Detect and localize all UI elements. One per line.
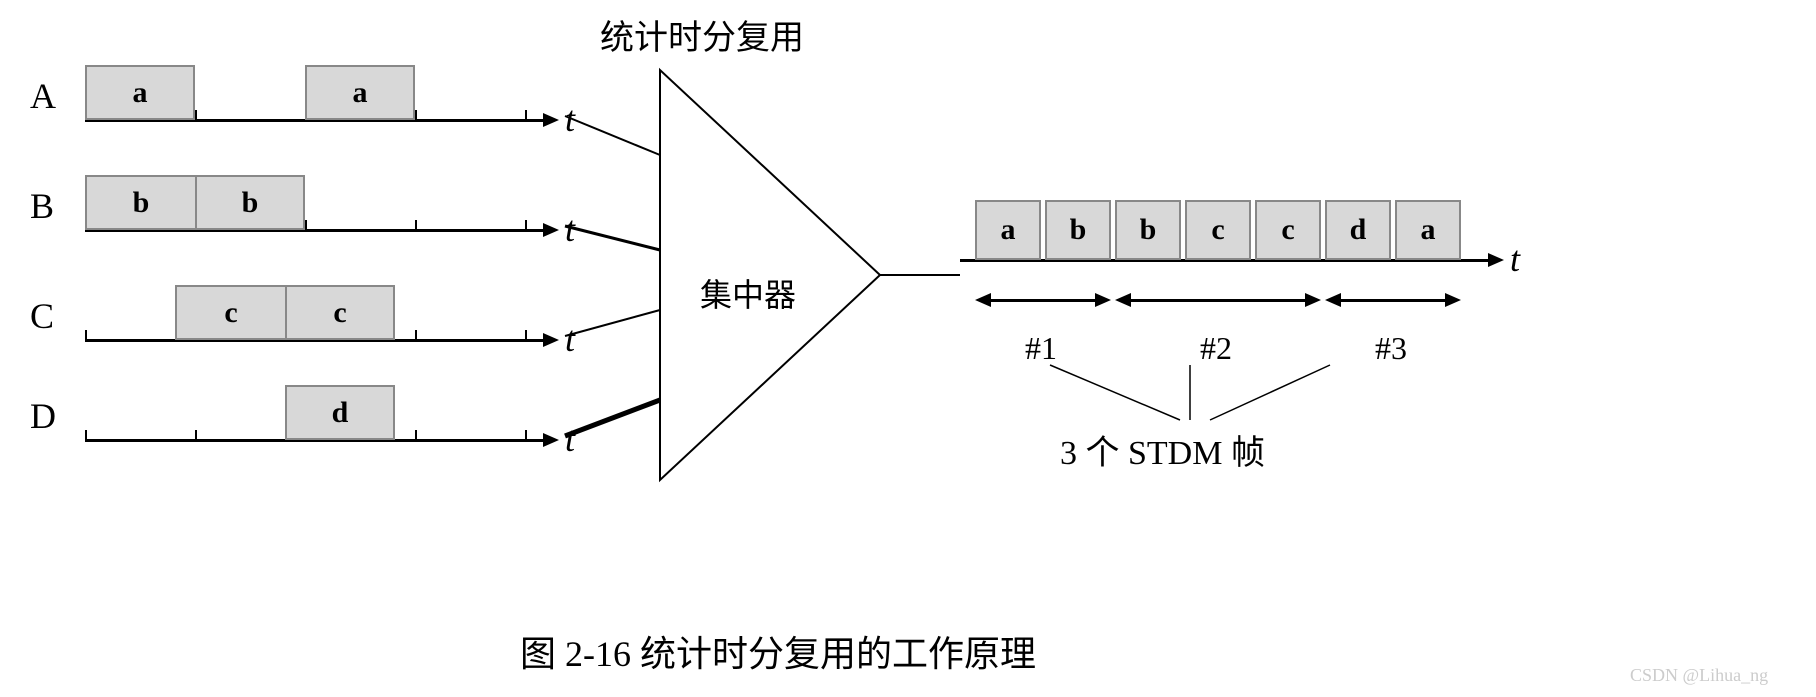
axis-tick (525, 430, 527, 440)
frame-extent-2 (1337, 299, 1449, 302)
frame-converge-line-2 (1210, 365, 1330, 420)
axis-arrowhead (543, 433, 559, 447)
axis-tick (525, 330, 527, 340)
axis-tick (195, 430, 197, 440)
axis-arrowhead (543, 113, 559, 127)
axis-tick (525, 110, 527, 120)
frame-extent-0 (987, 299, 1099, 302)
input-row-label-C: C (30, 295, 54, 337)
input-connector-3 (565, 400, 660, 436)
input-connector-0 (565, 116, 660, 155)
arrowhead-left (1115, 293, 1131, 307)
axis-tick (85, 430, 87, 440)
output-frames-caption: 3 个 STDM 帧 (1060, 425, 1265, 474)
axis-tick (85, 330, 87, 340)
input-slot-B-0: bb (85, 175, 305, 230)
axis-label-t: t (565, 98, 575, 140)
axis-label-t: t (565, 418, 575, 460)
input-slot-C-0: cc (175, 285, 395, 340)
axis-label-t: t (565, 208, 575, 250)
slot-cell: b (195, 177, 303, 228)
arrowhead-right (1445, 293, 1461, 307)
input-row-label-B: B (30, 185, 54, 227)
output-slot-1: b (1045, 200, 1111, 260)
input-row-label-A: A (30, 75, 56, 117)
diagram-title: 统计时分复用 (600, 10, 804, 59)
connector-overlay (0, 0, 1816, 697)
axis-tick (415, 110, 417, 120)
input-slot-D-0: d (285, 385, 395, 440)
axis-label-t: t (1510, 238, 1520, 280)
axis-tick (195, 110, 197, 120)
input-connector-1 (565, 226, 660, 250)
axis-arrowhead (543, 223, 559, 237)
axis-tick (305, 220, 307, 230)
axis-tick (525, 220, 527, 230)
frame-label-2: #3 (1375, 330, 1407, 367)
input-slot-A-0: a (85, 65, 195, 120)
slot-cell: c (177, 287, 285, 338)
frame-extent-1 (1127, 299, 1309, 302)
frame-label-0: #1 (1025, 330, 1057, 367)
concentrator-label: 集中器 (700, 270, 796, 316)
arrowhead-right (1305, 293, 1321, 307)
output-slot-0: a (975, 200, 1041, 260)
frame-label-1: #2 (1200, 330, 1232, 367)
figure-caption: 图 2-16 统计时分复用的工作原理 (520, 625, 1036, 677)
slot-cell: b (87, 177, 195, 228)
axis-tick (415, 330, 417, 340)
output-slot-3: c (1185, 200, 1251, 260)
arrowhead-right (1095, 293, 1111, 307)
frame-converge-line-0 (1050, 365, 1180, 420)
slot-cell: c (285, 287, 393, 338)
watermark: CSDN @Lihua_ng (1630, 665, 1768, 686)
output-slot-5: d (1325, 200, 1391, 260)
axis-arrowhead (543, 333, 559, 347)
axis-arrowhead (1488, 253, 1504, 267)
arrowhead-left (975, 293, 991, 307)
output-slot-2: b (1115, 200, 1181, 260)
axis-tick (415, 220, 417, 230)
axis-tick (415, 430, 417, 440)
output-slot-4: c (1255, 200, 1321, 260)
arrowhead-left (1325, 293, 1341, 307)
axis-label-t: t (565, 318, 575, 360)
input-row-label-D: D (30, 395, 56, 437)
input-connector-2 (565, 310, 660, 336)
input-slot-A-1: a (305, 65, 415, 120)
output-slot-6: a (1395, 200, 1461, 260)
